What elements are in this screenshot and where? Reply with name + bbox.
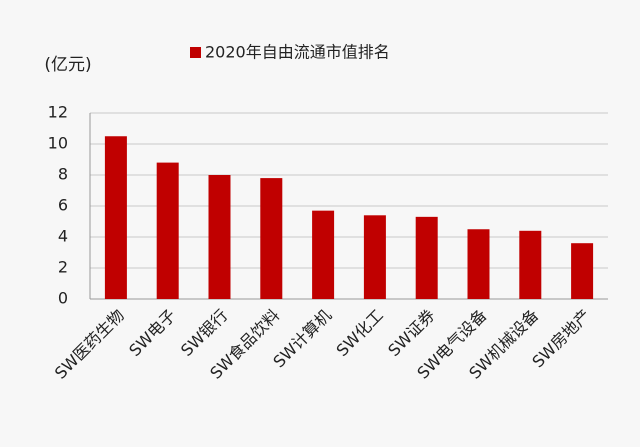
y-tick-label: 6: [58, 196, 68, 215]
y-tick-label: 10: [48, 134, 68, 153]
y-axis-label: (亿元): [44, 55, 91, 75]
bar: [104, 136, 127, 299]
bar: [571, 243, 594, 299]
y-tick-label: 12: [48, 103, 68, 122]
bar: [260, 178, 283, 299]
y-tick-label: 2: [58, 258, 68, 277]
y-tick-label: 4: [58, 227, 68, 246]
legend-swatch: [190, 47, 201, 58]
bar: [415, 216, 438, 299]
bar: [312, 210, 335, 299]
x-tick-label: SW医药生物: [51, 306, 128, 383]
y-tick-label: 8: [58, 165, 68, 184]
legend-label: 2020年自由流通市值排名: [205, 43, 390, 62]
x-tick-label: SW化工: [332, 306, 386, 360]
x-tick-label: SW电子: [125, 306, 179, 360]
bar: [363, 215, 386, 299]
bar: [519, 230, 542, 299]
bar: [208, 175, 231, 299]
bar: [467, 229, 490, 299]
bar: [156, 162, 179, 299]
y-tick-label: 0: [58, 289, 68, 308]
